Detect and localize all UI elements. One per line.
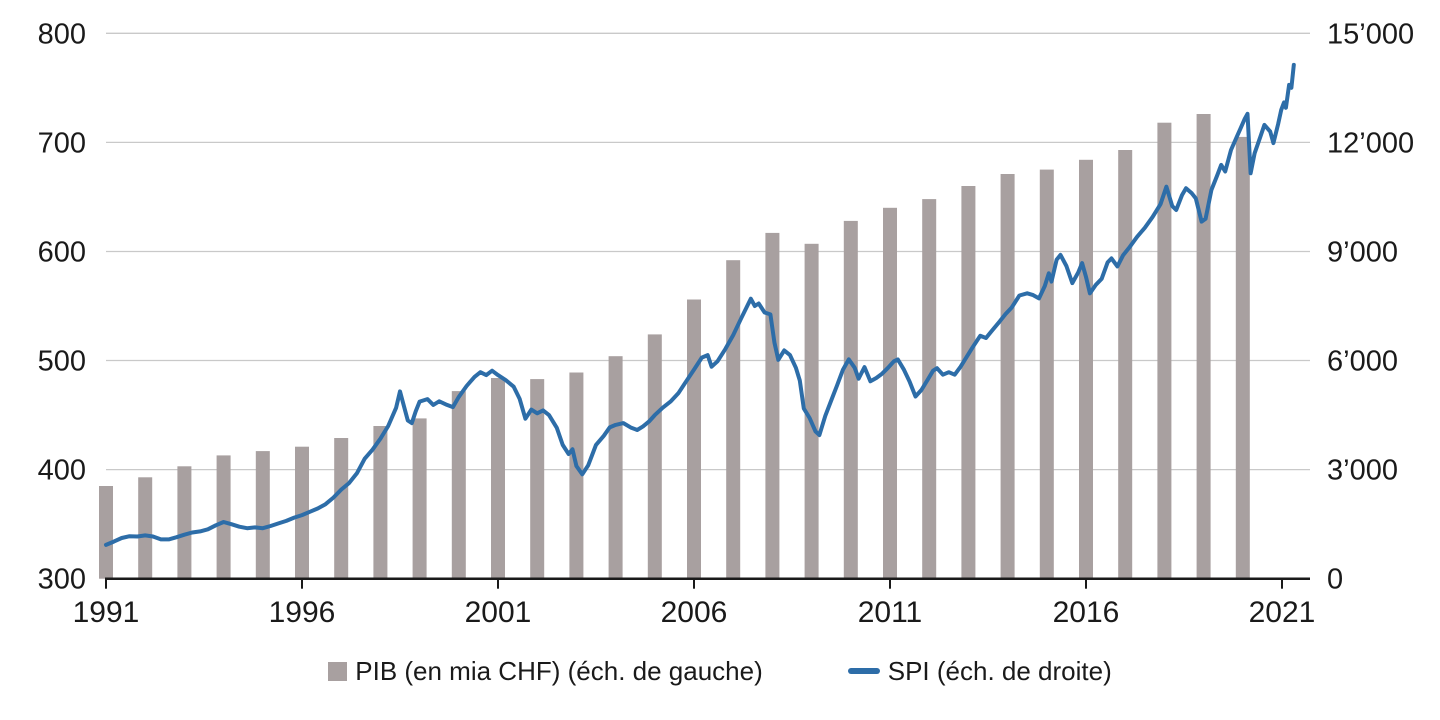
legend-item-spi: SPI (éch. de droite) (847, 655, 1112, 687)
pib-bar (647, 334, 662, 579)
pib-bar (255, 451, 270, 579)
pib-bar (922, 199, 937, 579)
spi-legend-label: SPI (éch. de droite) (887, 655, 1112, 686)
x-axis-tick-label: 2006 (661, 596, 728, 629)
pib-bar (99, 486, 113, 579)
left-axis-tick-label: 600 (38, 237, 86, 269)
pib-bar (373, 426, 388, 579)
pib-bar (1157, 122, 1172, 579)
left-axis-tick-label: 700 (38, 127, 86, 159)
pib-bar (177, 466, 192, 579)
pib-bar (961, 186, 976, 579)
x-axis-tick-label: 2001 (465, 596, 532, 629)
pib-bar (687, 299, 701, 579)
x-axis-tick-label: 1991 (73, 596, 140, 629)
pib-bar (334, 438, 349, 579)
legend: PIB (en mia CHF) (éch. de gauche) SPI (é… (0, 648, 1440, 694)
spi-line (104, 62, 1296, 547)
pib-bar-swatch-icon (328, 661, 348, 681)
pib-bar (530, 379, 545, 579)
pib-bar (843, 220, 858, 579)
pib-bar (765, 232, 780, 579)
x-axis-tick-label: 2011 (858, 596, 923, 629)
right-axis-tick-label: 3’000 (1327, 455, 1398, 487)
right-axis-tick-label: 9’000 (1327, 237, 1398, 269)
x-axis-tick-label: 2021 (1249, 596, 1316, 629)
pib-bar (726, 260, 741, 579)
pib-bar (1196, 114, 1211, 579)
left-axis-tick-label: 500 (38, 346, 86, 378)
pib-bar (804, 243, 819, 579)
pib-bar (295, 446, 309, 579)
spi-line-swatch-icon (847, 668, 880, 674)
pib-bar (883, 207, 897, 579)
pib-bar (1039, 169, 1054, 579)
x-axis-tick-label: 1996 (269, 596, 336, 629)
pib-bar (1235, 136, 1250, 579)
pib-bar (608, 356, 623, 579)
left-axis-tick-label: 300 (38, 564, 86, 596)
pib-bar (1079, 159, 1093, 579)
legend-item-pib: PIB (en mia CHF) (éch. de gauche) (328, 656, 763, 687)
pib-legend-label: PIB (en mia CHF) (éch. de gauche) (355, 655, 763, 686)
pib-bar (491, 378, 505, 579)
pib-bar (216, 455, 231, 579)
right-axis-tick-label: 12’000 (1327, 127, 1414, 159)
pib-bar (569, 372, 584, 579)
left-axis-tick-label: 400 (38, 455, 86, 487)
right-axis-tick-label: 0 (1327, 564, 1343, 596)
pib-bar (1118, 150, 1133, 579)
right-axis-tick-label: 6’000 (1327, 346, 1398, 378)
right-axis-tick-label: 15’000 (1327, 18, 1414, 50)
left-axis-tick-label: 800 (38, 18, 86, 50)
x-axis-tick-label: 2016 (1053, 596, 1120, 629)
pib-bar (412, 418, 427, 579)
pib-bar (451, 391, 466, 579)
pib-bar (138, 477, 153, 579)
pib-bar (1000, 174, 1015, 579)
